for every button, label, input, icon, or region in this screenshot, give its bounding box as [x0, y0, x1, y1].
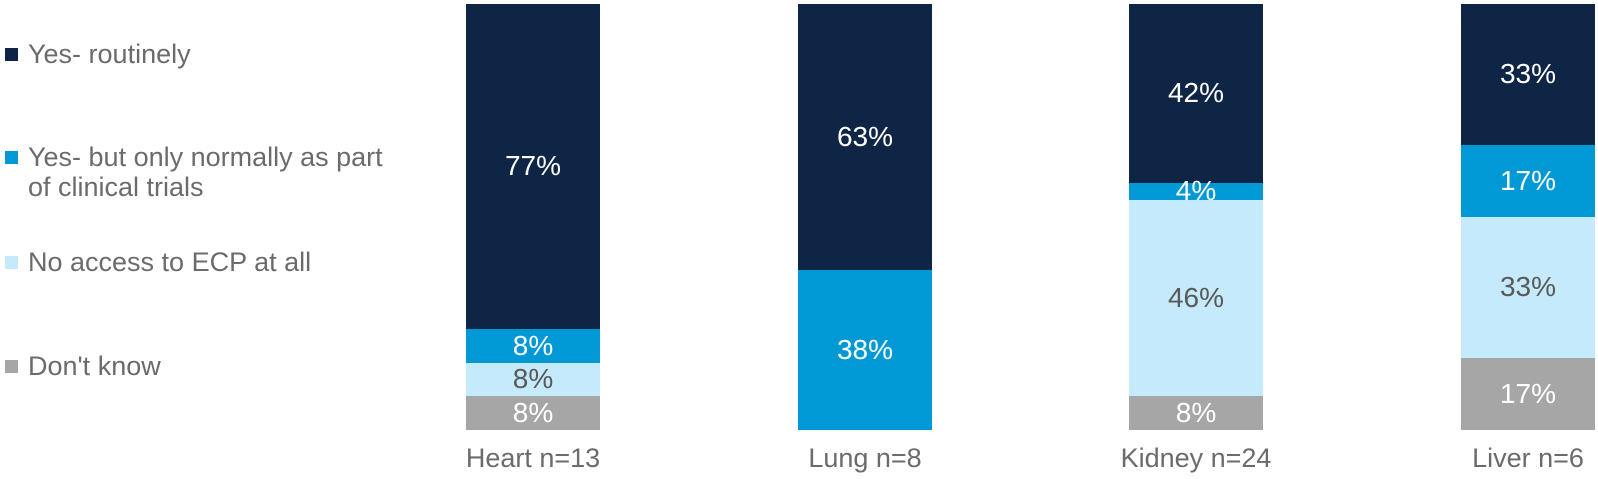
bar-segment-yes-but-only-normally-as-part-: 38% [798, 269, 932, 430]
legend-swatch-icon [5, 48, 18, 61]
bar-segment-yes-routinely: 42% [1129, 4, 1263, 183]
legend-swatch-icon [5, 360, 18, 373]
bar-value-label: 33% [1499, 58, 1557, 90]
bar-segment-don-t-know: 8% [466, 396, 600, 430]
bar-segment-yes-routinely: 33% [1461, 4, 1595, 145]
bar-segment-no-access-to-ecp-at-all: 46% [1129, 199, 1263, 396]
bar-value-label: 17% [1499, 164, 1557, 196]
bar-value-label: 38% [836, 333, 894, 365]
category-label-heart-n-13: Heart n=13 [465, 443, 601, 473]
bar-value-label: 8% [512, 329, 554, 361]
category-label-liver-n-6: Liver n=6 [1472, 443, 1584, 473]
bar-segment-yes-routinely: 77% [466, 4, 600, 329]
bar-value-label: 46% [1167, 281, 1225, 313]
legend-item-yes-but-only-normally-as-part-: Yes- but only normally as part of clinic… [5, 142, 393, 202]
bar-value-label: 8% [1175, 396, 1217, 428]
bar-value-label: 77% [504, 150, 562, 182]
bar-segment-no-access-to-ecp-at-all: 8% [466, 362, 600, 397]
legend-item-yes-routinely: Yes- routinely [5, 39, 191, 69]
bar-kidney-n-24: 42% 4% 46% 8% [1129, 4, 1263, 430]
bar-liver-n-6: 33% 17% 33% 17% [1461, 4, 1595, 430]
bar-segment-don-t-know: 17% [1461, 357, 1595, 430]
bar-value-label: 33% [1499, 271, 1557, 303]
bar-heart-n-13: 77% 8% 8% 8% [466, 4, 600, 430]
bar-segment-no-access-to-ecp-at-all: 33% [1461, 216, 1595, 358]
legend-item-no-access-to-ecp-at-all: No access to ECP at all [5, 247, 311, 277]
bar-segment-don-t-know: 8% [1129, 395, 1263, 430]
bar-segment-yes-routinely: 63% [798, 4, 932, 270]
category-label-kidney-n-24: Kidney n=24 [1120, 443, 1272, 473]
legend-label: Yes- but only normally as part of clinic… [28, 142, 383, 202]
bar-lung-n-8: 63% 38% [798, 4, 932, 430]
legend-label: Don't know [28, 351, 161, 381]
bar-segment-yes-but-only-normally-as-part-: 8% [466, 328, 600, 363]
bar-value-label: 42% [1167, 77, 1225, 109]
category-label-lung-n-8: Lung n=8 [808, 443, 922, 473]
bar-value-label: 4% [1175, 175, 1217, 207]
bar-value-label: 8% [512, 363, 554, 395]
bar-value-label: 63% [836, 120, 894, 152]
bar-value-label: 8% [512, 397, 554, 429]
legend-label: No access to ECP at all [28, 247, 312, 277]
legend-swatch-icon [5, 256, 18, 269]
legend-swatch-icon [5, 151, 18, 164]
bar-segment-yes-but-only-normally-as-part-: 4% [1129, 177, 1263, 205]
legend-label: Yes- routinely [28, 39, 191, 69]
bar-segment-yes-but-only-normally-as-part-: 17% [1461, 144, 1595, 217]
bar-value-label: 17% [1499, 377, 1557, 409]
legend-item-don-t-know: Don't know [5, 351, 161, 381]
